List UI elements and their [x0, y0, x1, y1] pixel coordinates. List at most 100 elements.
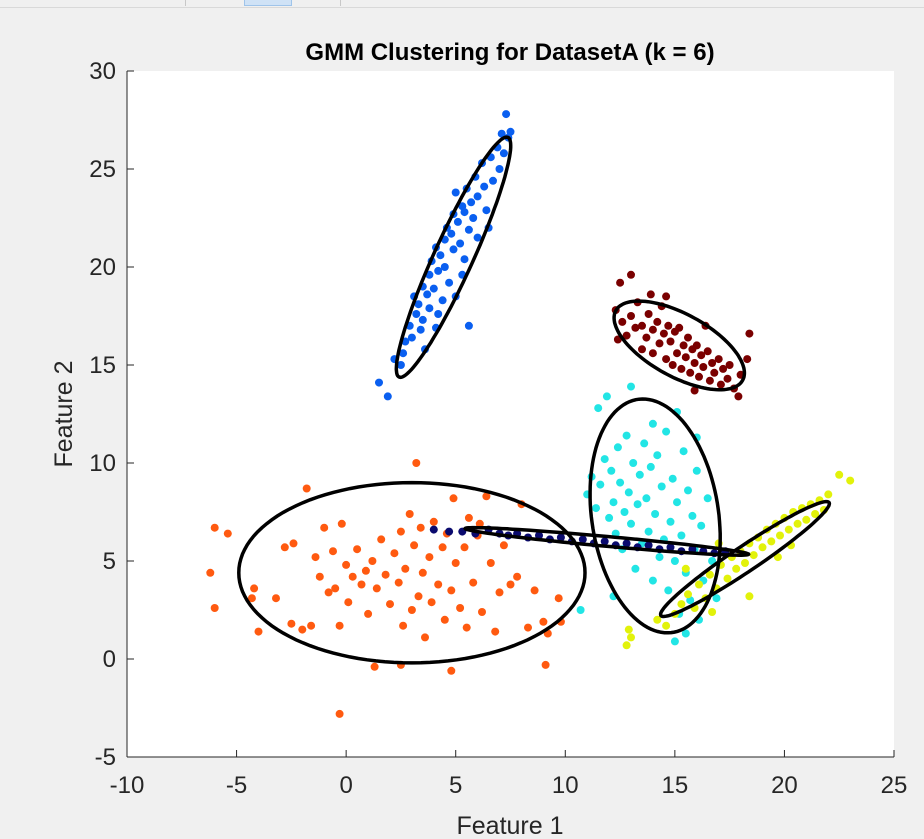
data-point	[364, 609, 373, 618]
gmm-ellipses	[237, 135, 832, 665]
data-point	[414, 300, 423, 309]
data-point	[712, 594, 721, 603]
data-point	[662, 427, 671, 436]
data-point	[708, 608, 717, 616]
y-tick-label: 15	[89, 352, 116, 379]
data-point	[668, 361, 677, 369]
data-point	[405, 510, 414, 518]
data-point	[714, 355, 723, 364]
x-tick-label: 5	[449, 772, 462, 799]
data-point	[627, 312, 635, 320]
data-point	[429, 525, 438, 534]
x-tick-label: 25	[881, 772, 908, 799]
data-point	[473, 233, 482, 242]
data-point	[554, 594, 563, 603]
data-point	[695, 372, 703, 381]
data-point	[497, 129, 506, 138]
data-point	[684, 590, 692, 599]
data-point	[675, 323, 684, 332]
x-tick-label: 20	[771, 772, 798, 799]
data-point	[438, 543, 447, 552]
data-point	[390, 549, 399, 558]
data-point	[429, 284, 438, 293]
data-point	[749, 551, 758, 560]
data-point	[592, 504, 600, 513]
data-point	[416, 325, 425, 334]
data-point	[644, 527, 653, 536]
data-point	[502, 110, 511, 119]
data-point	[618, 317, 627, 326]
data-point	[640, 439, 649, 448]
data-point	[646, 290, 655, 299]
toolbar-separator	[185, 0, 186, 6]
data-point	[666, 543, 675, 552]
data-point	[418, 568, 427, 577]
data-point	[648, 576, 657, 585]
data-point	[677, 364, 686, 373]
data-point	[741, 559, 749, 567]
data-point	[302, 484, 311, 493]
data-point	[440, 263, 449, 271]
data-point	[622, 331, 631, 340]
data-point	[357, 580, 366, 589]
data-point	[664, 586, 673, 595]
data-point	[394, 578, 403, 587]
data-point	[289, 539, 298, 548]
axes	[126, 71, 894, 758]
data-point	[456, 604, 465, 612]
data-point	[412, 310, 421, 318]
data-point	[578, 535, 587, 544]
data-point	[690, 386, 699, 395]
data-point	[513, 572, 522, 581]
data-point	[662, 621, 671, 630]
data-point	[335, 621, 344, 630]
x-tick-label: -10	[110, 772, 145, 799]
data-point	[699, 363, 708, 371]
data-point	[495, 165, 504, 173]
data-point	[530, 586, 539, 595]
data-point	[664, 321, 673, 330]
data-point	[776, 531, 784, 540]
data-point	[681, 353, 690, 362]
data-point	[734, 392, 743, 401]
data-point	[429, 517, 438, 526]
data-point	[418, 315, 427, 324]
y-tick-label: 30	[89, 58, 116, 85]
data-point	[719, 364, 728, 373]
data-point	[447, 586, 456, 595]
data-point	[684, 486, 692, 495]
data-point	[464, 513, 473, 522]
data-point	[453, 217, 462, 226]
data-point	[427, 598, 436, 607]
data-point	[460, 208, 469, 217]
data-point	[467, 198, 476, 207]
data-point	[716, 380, 725, 389]
data-point	[320, 523, 329, 532]
data-point	[348, 572, 357, 581]
data-point	[381, 570, 390, 579]
gmm-ellipse	[612, 299, 747, 392]
gmm-ellipse	[237, 480, 587, 665]
y-tick-label: 0	[103, 646, 116, 673]
data-point	[644, 310, 653, 318]
data-point	[616, 278, 625, 287]
data-point	[686, 368, 695, 377]
data-point	[616, 478, 625, 487]
data-point	[624, 625, 633, 634]
toolbar-toggle-button[interactable]	[244, 0, 292, 6]
data-point	[627, 270, 635, 279]
x-axis-label: Feature 1	[456, 812, 563, 834]
data-point	[697, 351, 706, 360]
data-point	[399, 621, 408, 630]
data-point	[473, 192, 482, 201]
data-point	[491, 627, 500, 636]
data-point	[631, 323, 640, 332]
data-point	[690, 359, 699, 367]
data-point	[414, 592, 423, 601]
data-point	[456, 239, 465, 248]
data-point	[633, 500, 642, 509]
data-point	[811, 510, 820, 518]
data-point	[662, 355, 671, 364]
